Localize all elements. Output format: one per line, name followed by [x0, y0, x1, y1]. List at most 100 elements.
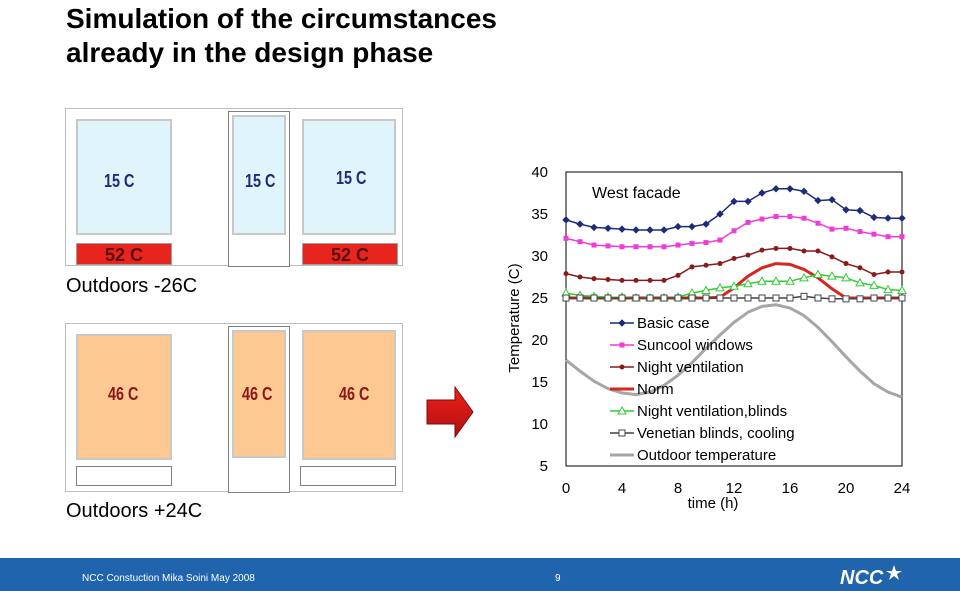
- series-group: [562, 185, 906, 234]
- legend-swatch-marker: [618, 319, 626, 327]
- data-point: [757, 276, 767, 285]
- data-point: [660, 294, 668, 302]
- series-group: [565, 303, 903, 399]
- data-point: [897, 285, 907, 294]
- series-group: [562, 292, 906, 303]
- data-point: [715, 282, 725, 292]
- data-point: [843, 261, 849, 267]
- data-point: [604, 294, 612, 302]
- data-point: [745, 252, 751, 258]
- data-point: [743, 278, 753, 288]
- data-point: [591, 242, 597, 248]
- x-tick-label: 12: [726, 480, 743, 497]
- data-point: [869, 280, 879, 289]
- heater-temp-label: 52 C: [330, 245, 370, 265]
- legend-swatch-marker: [617, 405, 627, 415]
- data-point: [771, 276, 781, 285]
- x-tick-label: 4: [618, 480, 626, 497]
- footer-text: NCC Constuction Mika Soini May 2008: [82, 573, 255, 584]
- slide-title: Simulation of the circumstances already …: [66, 2, 497, 70]
- legend-swatch-marker: [619, 342, 625, 348]
- data-point: [590, 223, 598, 232]
- data-point: [899, 269, 905, 275]
- data-point: [744, 294, 752, 302]
- data-point: [787, 214, 793, 220]
- data-point: [689, 240, 695, 246]
- legend-label: Night ventilation,blinds: [637, 403, 787, 420]
- window-temp-label: 15 C: [336, 168, 367, 188]
- legend-label: Outdoor temperature: [637, 447, 776, 464]
- legend-label: Basic case: [637, 315, 710, 332]
- data-point: [885, 269, 891, 275]
- data-point: [605, 243, 611, 249]
- data-point: [675, 242, 681, 248]
- data-point: [800, 292, 808, 300]
- winter-outdoor-caption: Outdoors -26C: [66, 275, 198, 297]
- data-point: [786, 294, 794, 302]
- data-point: [898, 214, 906, 222]
- data-point: [717, 261, 723, 267]
- data-point: [702, 220, 710, 228]
- data-point: [828, 196, 836, 204]
- y-tick-label: 40: [531, 164, 548, 181]
- data-point: [758, 189, 766, 197]
- data-point: [576, 220, 584, 228]
- data-point: [647, 244, 653, 250]
- footer-bar: NCC Constuction Mika Soini May 2008 9 NC…: [0, 558, 960, 591]
- data-point: [563, 235, 569, 241]
- data-point: [857, 265, 863, 271]
- data-point: [772, 185, 780, 193]
- y-axis-label: Temperature (C): [506, 263, 523, 372]
- data-point: [703, 262, 709, 268]
- ncc-logo: NCC: [840, 565, 902, 589]
- data-point: [758, 294, 766, 302]
- sill-left: [76, 466, 172, 486]
- data-point: [577, 274, 583, 280]
- data-point: [562, 294, 570, 302]
- data-point: [815, 220, 821, 226]
- heater-bar-right: 52 C: [302, 243, 398, 265]
- data-point: [814, 196, 822, 205]
- data-point: [827, 271, 837, 280]
- data-point: [884, 214, 892, 222]
- legend-label: Suncool windows: [637, 337, 753, 354]
- data-point: [856, 206, 864, 215]
- y-tick-label: 20: [531, 332, 548, 349]
- data-point: [633, 244, 639, 250]
- data-point: [787, 245, 793, 251]
- data-point: [633, 277, 639, 283]
- data-point: [577, 239, 583, 245]
- data-point: [745, 219, 751, 225]
- data-point: [773, 214, 779, 220]
- data-point: [744, 197, 752, 206]
- data-point: [703, 240, 709, 246]
- data-point: [618, 294, 626, 302]
- y-tick-label: 10: [531, 416, 548, 433]
- data-point: [829, 226, 835, 232]
- data-point: [730, 197, 738, 206]
- x-tick-label: 0: [562, 480, 570, 497]
- data-point: [689, 264, 695, 270]
- data-point: [619, 277, 625, 283]
- data-point: [899, 234, 905, 240]
- data-point: [799, 272, 809, 282]
- window-temp-label: 46 C: [339, 384, 370, 404]
- data-point: [842, 206, 850, 214]
- data-point: [871, 231, 877, 237]
- x-tick-label: 16: [782, 480, 799, 497]
- data-point: [661, 277, 667, 283]
- data-point: [716, 210, 724, 218]
- data-point: [632, 226, 640, 234]
- arrow-right-icon: [426, 385, 474, 439]
- winter-window-panel: 15 C 15 C 15 C 52 C 52 C: [65, 108, 403, 267]
- legend-swatch-marker: [618, 429, 626, 437]
- data-point: [604, 224, 612, 232]
- data-point: [605, 277, 611, 283]
- data-point: [702, 294, 710, 302]
- data-point: [857, 229, 863, 235]
- series-group: [563, 214, 905, 250]
- data-point: [813, 269, 823, 278]
- y-tick-label: 35: [531, 206, 548, 223]
- data-point: [759, 216, 765, 222]
- data-point: [618, 225, 626, 233]
